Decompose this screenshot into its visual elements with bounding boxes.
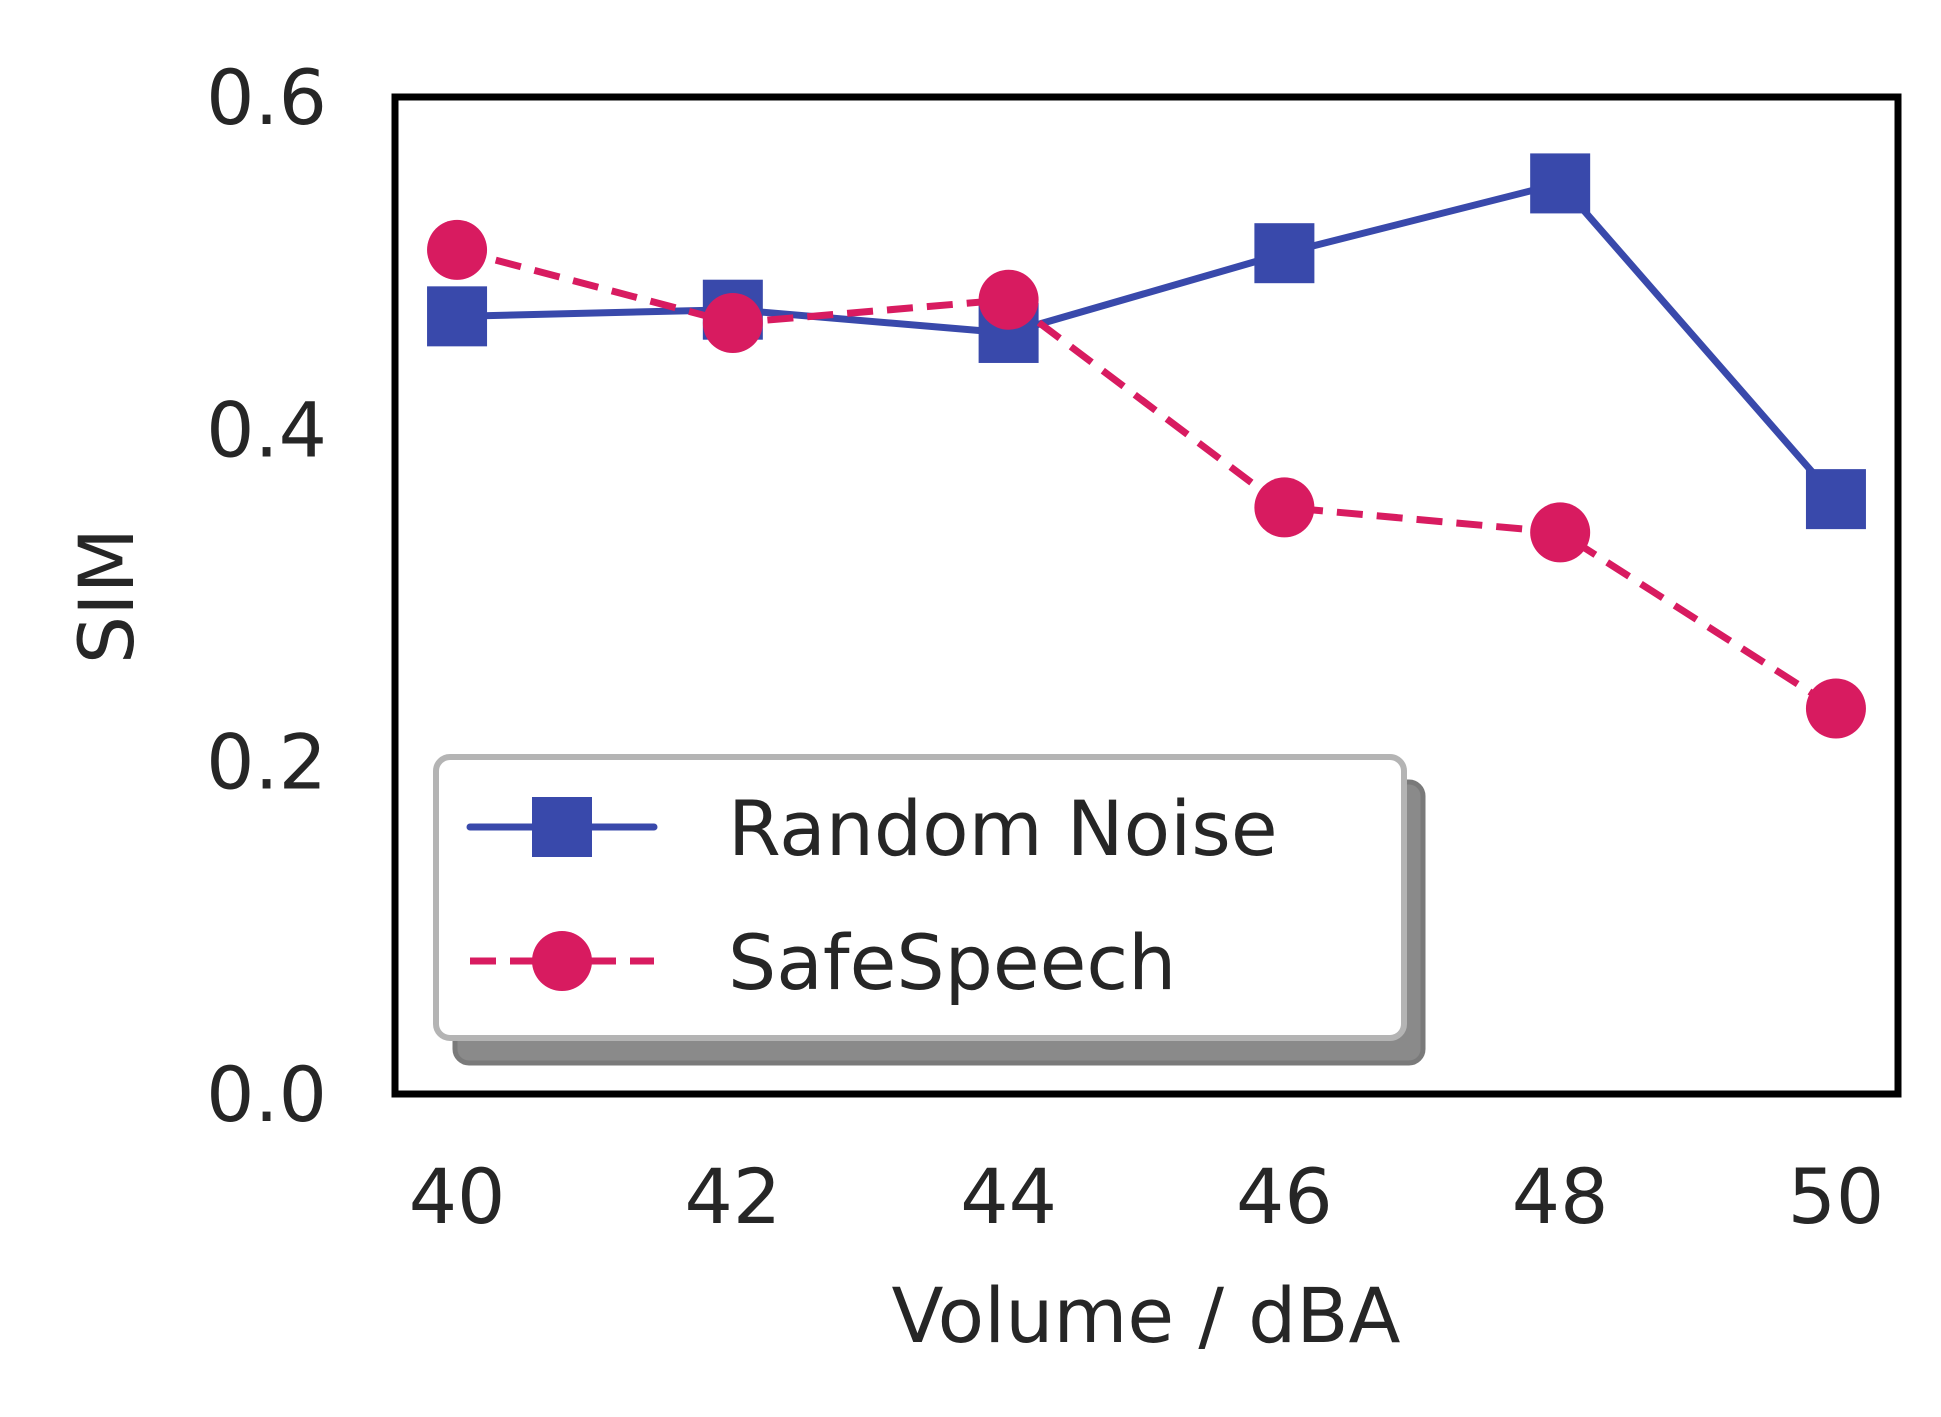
x-tick-label: 50 <box>1788 1152 1885 1241</box>
data-point-random-noise <box>1805 469 1866 530</box>
data-point-safespeech <box>702 292 763 353</box>
y-tick-label: 0.0 <box>206 1050 327 1139</box>
y-tick-label: 0.2 <box>206 718 327 807</box>
legend-safespeech-marker <box>532 931 592 991</box>
x-tick-label: 46 <box>1236 1152 1333 1241</box>
y-axis-label: SIM <box>62 528 151 664</box>
series-line-random-noise <box>456 179 1839 502</box>
data-point-random-noise <box>427 286 488 347</box>
y-tick-label: 0.6 <box>206 53 327 142</box>
data-point-safespeech <box>1530 502 1591 563</box>
legend-random-noise-marker <box>532 797 592 857</box>
series-line-safespeech <box>456 246 1838 712</box>
legend-label-random-noise: Random Noise <box>728 784 1278 873</box>
x-tick-label: 44 <box>960 1152 1057 1241</box>
y-tick-label: 0.4 <box>206 385 327 474</box>
data-point-random-noise <box>1254 223 1315 284</box>
x-tick-label: 40 <box>409 1152 506 1241</box>
x-tick-labels: 40 42 44 46 48 50 <box>409 1152 1885 1241</box>
x-tick-label: 42 <box>684 1152 781 1241</box>
y-tick-labels: 0.0 0.2 0.4 0.6 <box>206 53 327 1139</box>
plot-frame <box>391 93 1902 1098</box>
data-point-safespeech <box>1254 477 1315 538</box>
data-point-safespeech <box>427 219 488 280</box>
data-point-safespeech <box>1805 678 1866 739</box>
legend-box <box>433 754 1407 1041</box>
x-tick-label: 48 <box>1512 1152 1609 1241</box>
data-point-random-noise <box>1530 153 1591 214</box>
x-axis-label: Volume / dBA <box>892 1271 1401 1360</box>
legend: Random Noise SafeSpeech <box>433 754 1426 1066</box>
series-layer <box>427 153 1866 739</box>
series-safespeech <box>427 219 1866 739</box>
data-point-safespeech <box>978 269 1039 330</box>
legend-label-safespeech: SafeSpeech <box>728 918 1176 1007</box>
